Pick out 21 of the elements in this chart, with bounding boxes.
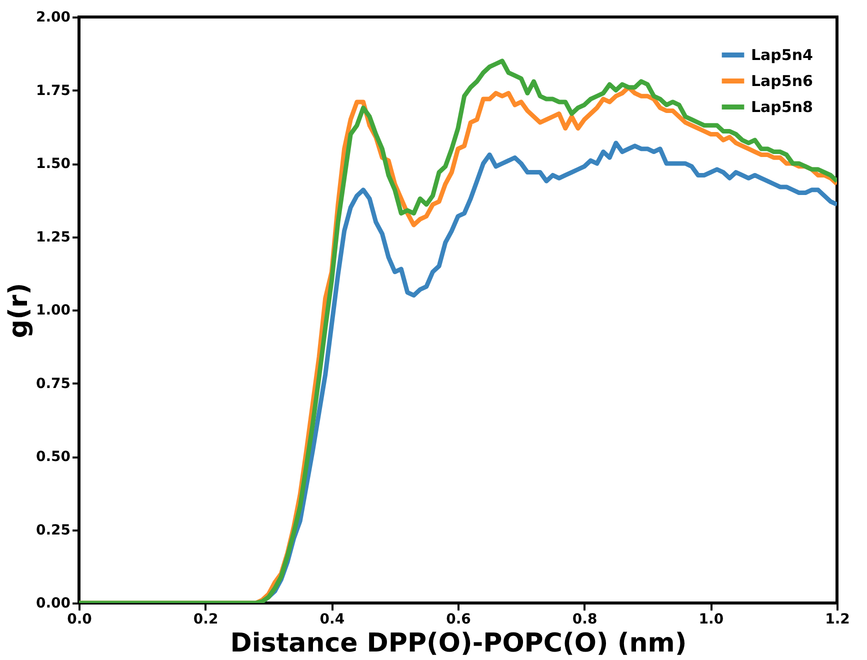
x-tick-label: 0.8 xyxy=(572,612,598,628)
x-tick-label: 0.4 xyxy=(320,612,345,628)
legend-label: Lap5n6 xyxy=(751,72,813,90)
legend-label: Lap5n8 xyxy=(751,98,813,116)
x-axis-title: Distance DPP(O)-POPC(O) (nm) xyxy=(230,628,687,658)
x-tick-label: 0.0 xyxy=(67,612,92,628)
y-tick-label: 1.50 xyxy=(36,156,71,172)
x-tick-label: 0.2 xyxy=(193,612,218,628)
legend-label: Lap5n4 xyxy=(751,46,813,64)
y-tick-label: 0.00 xyxy=(36,596,71,612)
y-tick-label: 0.50 xyxy=(36,449,71,465)
x-tick-label: 1.0 xyxy=(698,612,724,628)
y-axis-title: g(r) xyxy=(4,282,34,338)
y-tick-label: 0.25 xyxy=(36,522,70,538)
x-tick-label: 0.6 xyxy=(446,612,471,628)
y-tick-label: 2.00 xyxy=(36,10,71,26)
y-tick-label: 1.25 xyxy=(36,229,70,246)
y-tick-label: 1.75 xyxy=(36,82,70,99)
y-tick-label: 0.75 xyxy=(36,376,70,392)
x-tick-label: 1.2 xyxy=(825,612,850,628)
y-tick-label: 1.00 xyxy=(36,302,71,318)
